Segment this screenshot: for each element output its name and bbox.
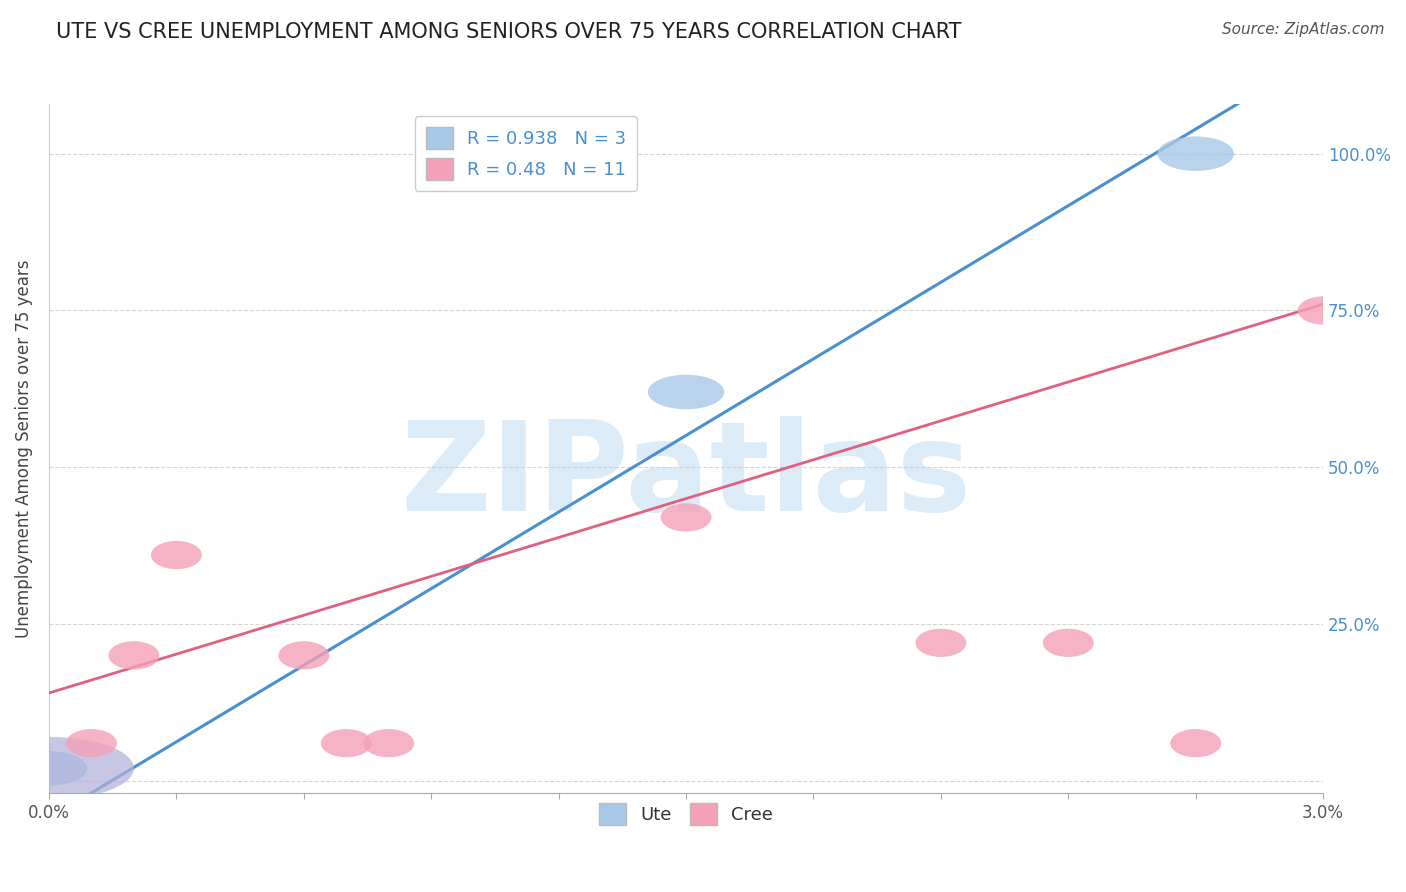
Ellipse shape [915,629,966,657]
Legend: Ute, Cree: Ute, Cree [592,797,780,832]
Y-axis label: Unemployment Among Seniors over 75 years: Unemployment Among Seniors over 75 years [15,260,32,638]
Ellipse shape [11,751,87,786]
Ellipse shape [0,737,134,799]
Text: UTE VS CREE UNEMPLOYMENT AMONG SENIORS OVER 75 YEARS CORRELATION CHART: UTE VS CREE UNEMPLOYMENT AMONG SENIORS O… [56,22,962,42]
Ellipse shape [108,641,159,670]
Ellipse shape [1157,136,1234,171]
Text: Source: ZipAtlas.com: Source: ZipAtlas.com [1222,22,1385,37]
Ellipse shape [321,729,371,757]
Ellipse shape [1170,729,1222,757]
Text: ZIPatlas: ZIPatlas [401,416,972,536]
Ellipse shape [648,375,724,409]
Ellipse shape [150,541,202,569]
Ellipse shape [363,729,415,757]
Ellipse shape [278,641,329,670]
Ellipse shape [1043,629,1094,657]
Ellipse shape [661,503,711,532]
Ellipse shape [1298,296,1348,325]
Ellipse shape [66,729,117,757]
